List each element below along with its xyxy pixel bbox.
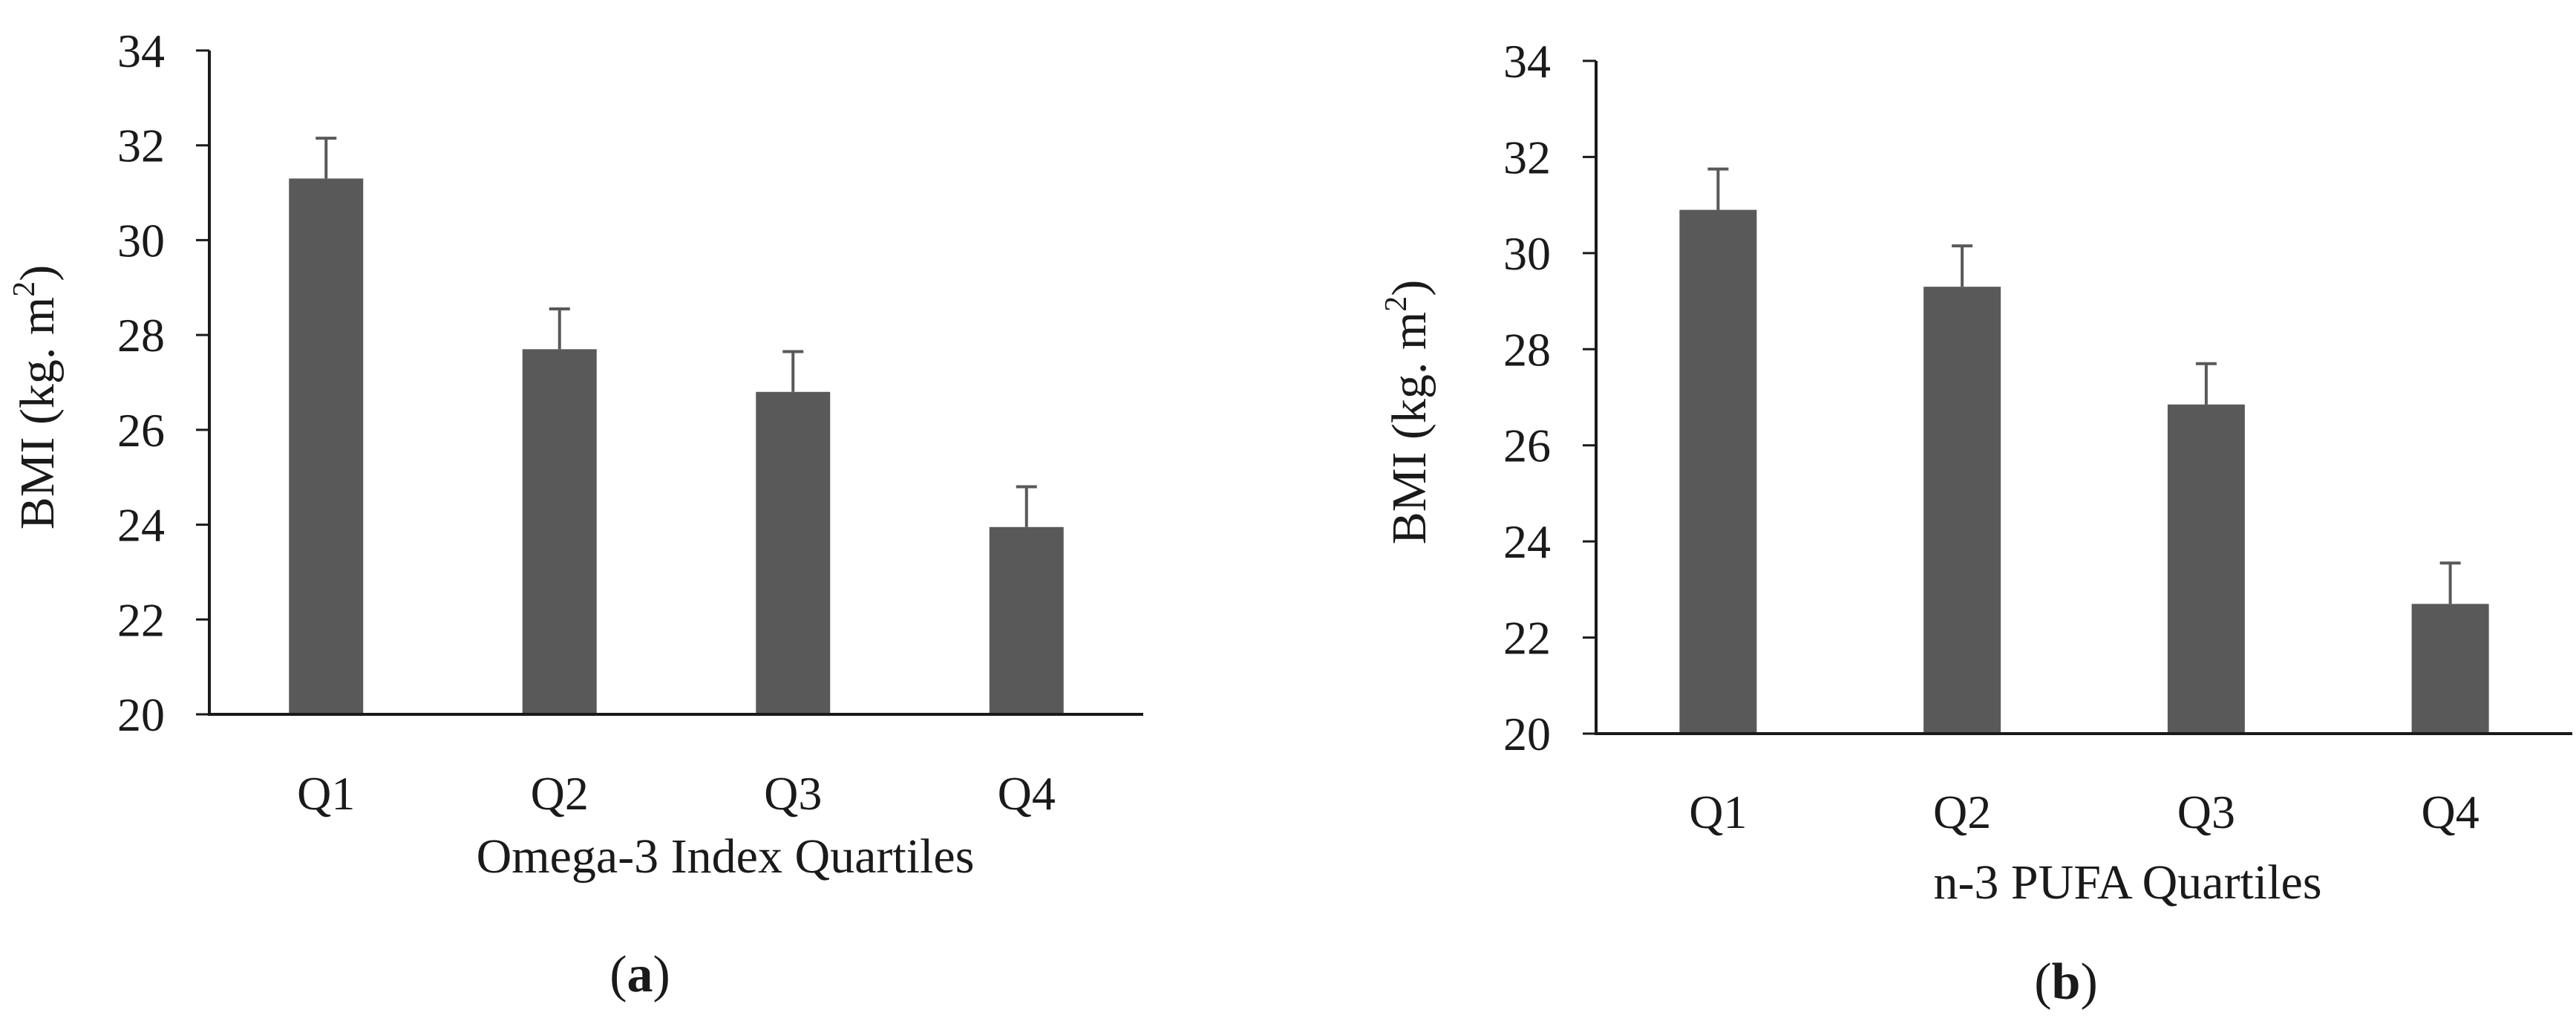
y-axis-title-close: ) <box>1382 280 1436 296</box>
y-tick-label: 32 <box>1503 131 1551 183</box>
x-ticks-b: Q1 Q2 Q3 Q4 <box>1689 786 2479 838</box>
error-bars-a <box>316 137 1037 527</box>
y-ticks-b: 20 22 24 26 28 30 32 34 <box>1503 35 1596 760</box>
y-axis-title-sup: 2 <box>7 281 42 297</box>
y-tick-label: 28 <box>117 309 165 362</box>
y-tick-label: 30 <box>1503 227 1551 280</box>
y-tick-label: 30 <box>117 214 165 267</box>
panel-label-b: (b) <box>2034 953 2098 1011</box>
x-tick-label-q3: Q3 <box>2177 786 2235 838</box>
x-tick-label-q3: Q3 <box>764 767 822 820</box>
axes-a <box>208 50 1143 716</box>
x-tick-label-q4: Q4 <box>2422 786 2479 838</box>
x-tick-label-q1: Q1 <box>1689 786 1747 838</box>
y-tick-label: 24 <box>1503 515 1551 568</box>
bar-q2 <box>522 349 597 714</box>
y-tick-label: 22 <box>1503 612 1551 665</box>
bar-q3 <box>2167 404 2245 734</box>
x-axis-title-b: n-3 PUFA Quartiles <box>1933 855 2321 910</box>
y-tick-label: 28 <box>1503 323 1551 376</box>
x-tick-label-q2: Q2 <box>531 767 589 820</box>
bar-q4 <box>2411 604 2489 734</box>
y-axis-title-sup: 2 <box>1379 296 1413 312</box>
bar-q2 <box>1923 287 2001 734</box>
y-tick-label: 34 <box>117 25 165 77</box>
y-tick-label: 32 <box>117 120 165 172</box>
bars-b <box>1679 209 2489 734</box>
y-tick-label: 20 <box>1503 708 1551 760</box>
x-tick-label-q4: Q4 <box>998 767 1056 820</box>
y-tick-label: 26 <box>1503 420 1551 472</box>
y-axis-title-main: BMI (kg. m <box>1382 312 1436 545</box>
panel-letter-a: a <box>627 946 653 1003</box>
x-tick-label-q1: Q1 <box>297 767 355 820</box>
y-axis-title-close: ) <box>10 265 65 281</box>
y-axis-title-b: BMI (kg. m2) <box>1379 280 1436 544</box>
panel-label-a: (a) <box>609 946 670 1003</box>
y-tick-label: 24 <box>117 499 165 552</box>
bar-q4 <box>989 526 1064 714</box>
panel-letter-b: b <box>2052 953 2081 1011</box>
x-tick-label-q2: Q2 <box>1933 786 1991 838</box>
y-tick-label: 26 <box>117 404 165 457</box>
chart-panel-a: BMI (kg. m2) 20 22 24 26 28 30 32 34 Q1 Q2 Q3 Q4 O… <box>7 25 1143 1003</box>
y-axis-title-text: BMI (kg. m2) <box>7 265 65 529</box>
x-ticks-a: Q1 Q2 Q3 Q4 <box>297 767 1056 820</box>
y-tick-label: 22 <box>117 593 165 646</box>
error-bars-b <box>1707 167 2461 604</box>
y-axis-title-main: BMI (kg. m <box>10 297 65 530</box>
bar-q1 <box>1679 209 1757 734</box>
y-axis-title-a: BMI (kg. m2) <box>7 265 65 529</box>
y-ticks-a: 20 22 24 26 28 30 32 34 <box>117 25 209 741</box>
x-axis-title-a: Omega-3 Index Quartiles <box>477 829 975 884</box>
y-tick-label: 34 <box>1503 35 1551 88</box>
axes-b <box>1595 61 2572 735</box>
y-axis-title-text: BMI (kg. m2) <box>1379 280 1436 544</box>
bar-q3 <box>756 391 831 714</box>
bar-q1 <box>289 178 364 714</box>
y-tick-label: 20 <box>117 688 165 741</box>
chart-panel-b: BMI (kg. m2) 20 22 24 26 28 30 32 34 Q1 Q2 Q3 Q4 n… <box>1379 35 2572 1011</box>
bars-a <box>289 178 1064 714</box>
